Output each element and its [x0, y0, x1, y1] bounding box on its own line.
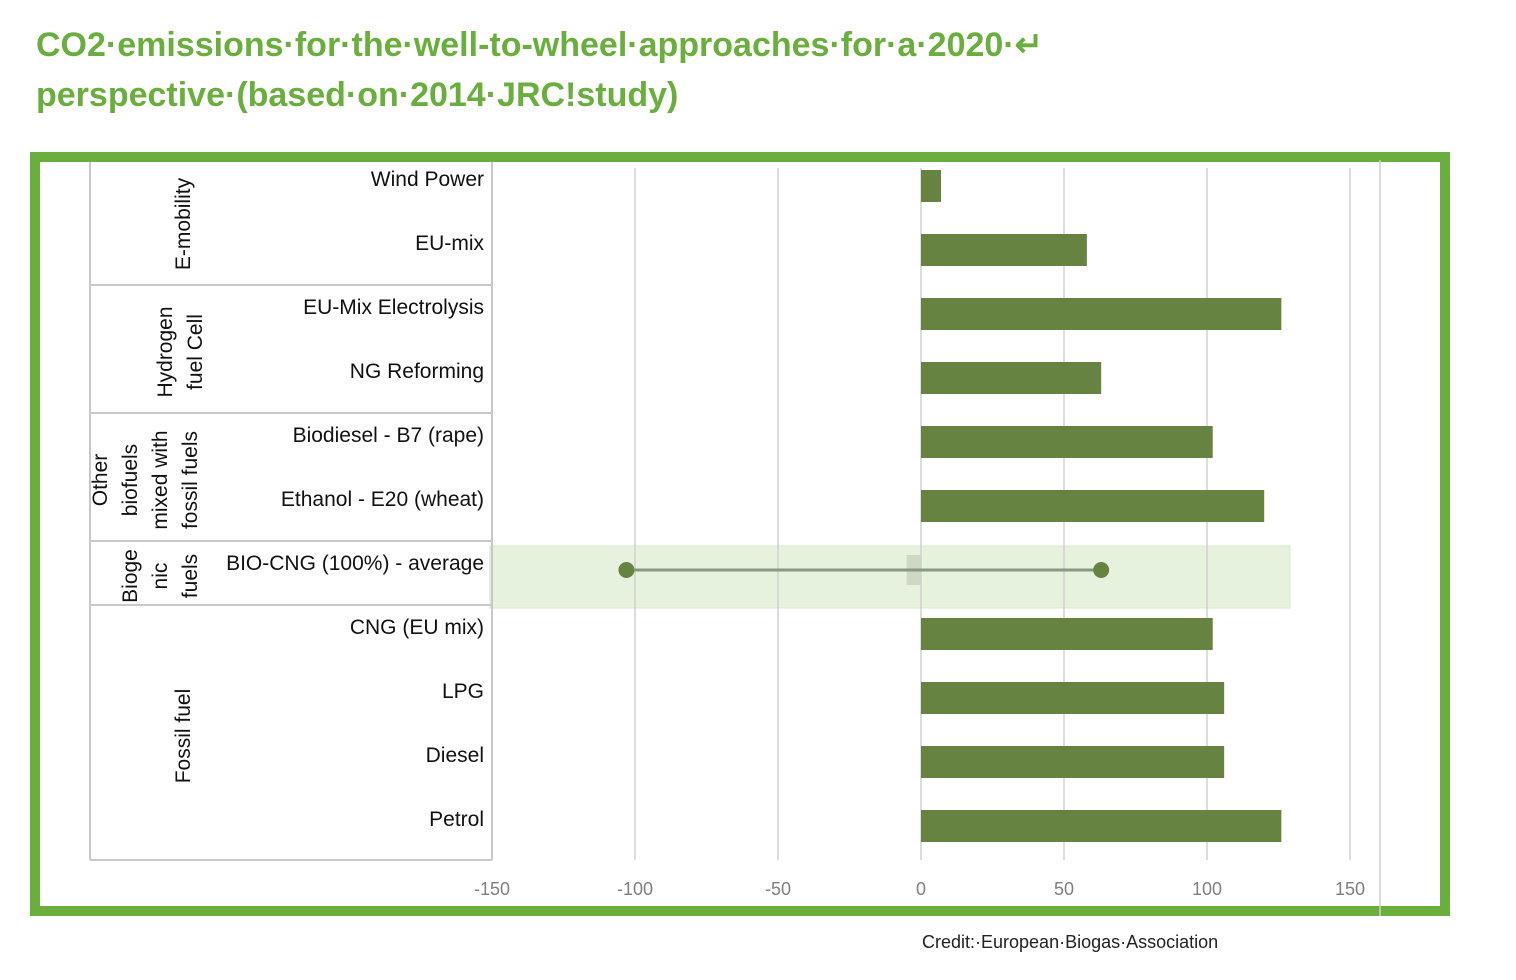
x-tick-label-0: 0 [916, 879, 926, 899]
range-high-point [1093, 562, 1110, 578]
highlight-band [489, 545, 1291, 609]
bar [921, 810, 1282, 842]
group-label-line: fuels [179, 554, 202, 598]
bar [921, 618, 1213, 650]
group-label-line: Fossil fuel [172, 689, 195, 784]
bar [921, 682, 1225, 714]
category-label: Petrol [429, 808, 484, 831]
bar [921, 234, 1087, 266]
group-label-line: biofuels [119, 444, 142, 516]
category-label: BIO-CNG (100%) - average [226, 552, 484, 575]
x-tick-label--100: -100 [617, 879, 653, 899]
bar [921, 490, 1265, 522]
group-label-line: mixed with [149, 430, 172, 529]
category-label: NG Reforming [350, 360, 484, 383]
category-label: Diesel [426, 744, 484, 767]
title-line-1: CO2·emissions·for·the·well-to-wheel·appr… [36, 26, 1044, 64]
category-label: Wind Power [371, 168, 484, 191]
title-line-2: perspective·(based·on·2014·JRC!study) [36, 76, 679, 114]
group-label-line: fuel Cell [184, 314, 207, 390]
chart-frame [30, 152, 1450, 916]
category-label: EU-Mix Electrolysis [303, 296, 484, 319]
bar [921, 170, 942, 202]
category-label: CNG (EU mix) [350, 616, 484, 639]
category-label: LPG [442, 680, 484, 703]
x-tick-label-100: 100 [1192, 879, 1222, 899]
category-label: EU-mix [415, 232, 484, 255]
group-label-line: Hydrogen [154, 306, 177, 397]
x-tick-label-150: 150 [1335, 879, 1365, 899]
x-tick-label-50: 50 [1054, 879, 1074, 899]
bar [921, 746, 1225, 778]
bar [921, 426, 1213, 458]
group-label-line: Other [89, 454, 112, 507]
group-label-line: E-mobility [172, 177, 195, 270]
group-label-line: Bioge [119, 549, 142, 603]
x-tick-label--50: -50 [765, 879, 791, 899]
page-title: CO2·emissions·for·the·well-to-wheel·appr… [36, 20, 1043, 120]
category-label: Ethanol - E20 (wheat) [281, 488, 484, 511]
credit-text: Credit:·European·Biogas·Association [922, 932, 1219, 952]
bar [921, 298, 1282, 330]
category-label: Biodiesel - B7 (rape) [293, 424, 484, 447]
group-label-line: fossil fuels [179, 431, 202, 529]
x-tick-label--150: -150 [474, 879, 510, 899]
bar [921, 362, 1102, 394]
range-low-point [618, 562, 635, 578]
group-label-line: nic [149, 563, 172, 590]
